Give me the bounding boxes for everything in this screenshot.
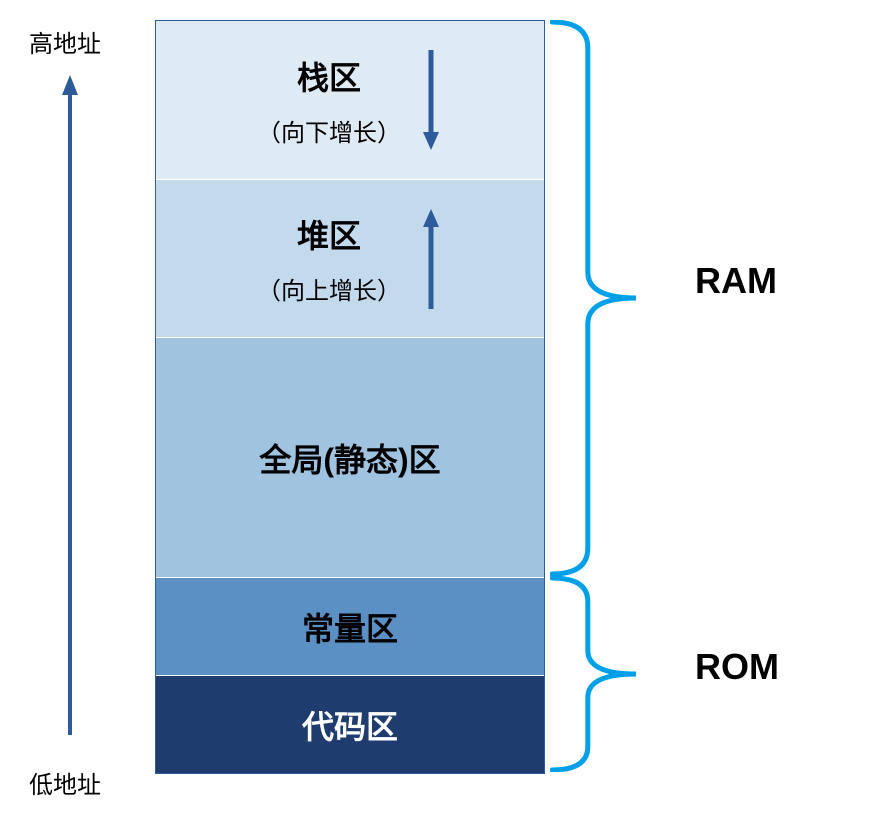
high-address-label: 高地址 <box>10 24 120 59</box>
low-address-label: 低地址 <box>10 765 120 800</box>
left-column: 高地址 低地址 <box>0 20 150 810</box>
right-column: RAM ROM <box>545 20 865 810</box>
segment-stack-subtitle: （向下增长） <box>257 113 401 148</box>
segment-const: 常量区 <box>156 577 544 675</box>
segment-stack: 栈区 （向下增长） <box>156 21 544 179</box>
segment-global: 全局(静态)区 <box>156 337 544 577</box>
segment-const-title: 常量区 <box>302 604 398 650</box>
segment-code-title: 代码区 <box>302 702 398 748</box>
arrow-up-icon <box>419 209 443 309</box>
segment-heap-title: 堆区 <box>297 211 361 257</box>
arrow-down-icon <box>419 50 443 150</box>
rom-label: ROM <box>695 646 779 688</box>
diagram-container: 高地址 低地址 栈区 （向下增长） 堆区 （向上增长） 全局(静态)区常量区代码区 RA… <box>0 20 877 810</box>
rom-brace <box>550 576 640 772</box>
segment-heap-text: 堆区 （向上增长） <box>257 211 401 306</box>
segment-heap-row: 堆区 （向上增长） <box>257 209 443 309</box>
ram-brace <box>550 20 640 576</box>
segment-global-title: 全局(静态)区 <box>259 435 440 481</box>
address-direction-arrow <box>55 75 85 750</box>
segment-stack-text: 栈区 （向下增长） <box>257 53 401 148</box>
segment-code: 代码区 <box>156 675 544 773</box>
memory-stack: 栈区 （向下增长） 堆区 （向上增长） 全局(静态)区常量区代码区 <box>155 20 545 774</box>
ram-label: RAM <box>695 260 777 302</box>
segment-stack-title: 栈区 <box>297 53 361 99</box>
segment-heap: 堆区 （向上增长） <box>156 179 544 337</box>
segment-heap-subtitle: （向上增长） <box>257 271 401 306</box>
segment-stack-row: 栈区 （向下增长） <box>257 50 443 150</box>
